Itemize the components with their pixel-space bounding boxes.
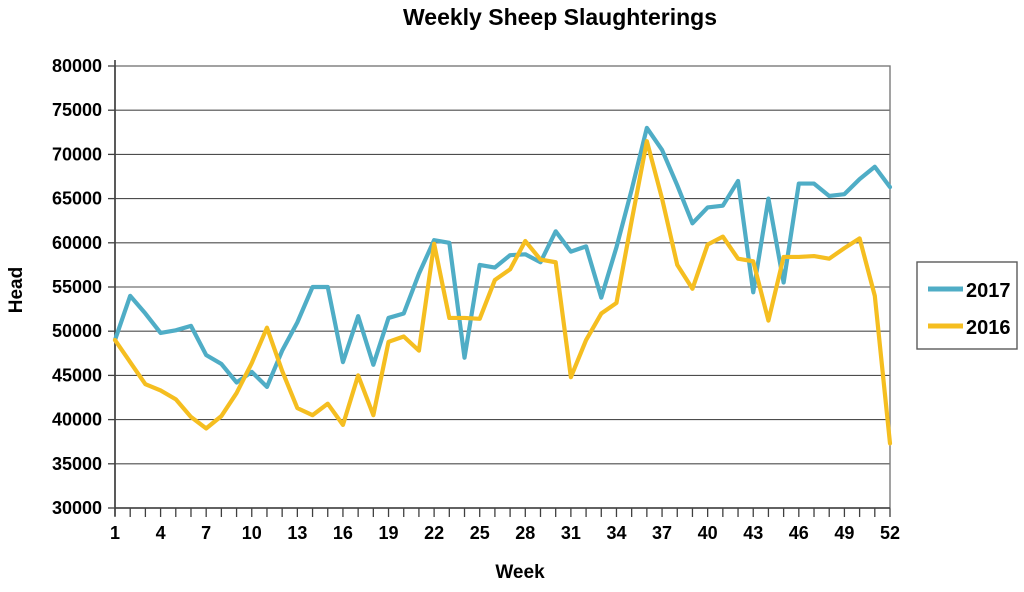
x-tick-label: 46 xyxy=(789,523,809,543)
y-tick-label: 55000 xyxy=(52,277,102,297)
x-tick-label: 4 xyxy=(156,523,166,543)
y-tick-label: 30000 xyxy=(52,498,102,518)
y-tick-label: 45000 xyxy=(52,365,102,385)
x-tick-label: 25 xyxy=(470,523,490,543)
legend-label-2017: 2017 xyxy=(966,280,1011,302)
y-tick-label: 35000 xyxy=(52,454,102,474)
x-tick-label: 40 xyxy=(698,523,718,543)
x-tick-label: 7 xyxy=(201,523,211,543)
y-axis-title: Head xyxy=(6,267,27,313)
y-tick-label: 65000 xyxy=(52,189,102,209)
x-tick-label: 52 xyxy=(880,523,900,543)
x-tick-label: 49 xyxy=(834,523,854,543)
y-tick-label: 70000 xyxy=(52,144,102,164)
x-tick-label: 34 xyxy=(606,523,626,543)
x-tick-label: 13 xyxy=(287,523,307,543)
x-tick-label: 16 xyxy=(333,523,353,543)
x-tick-label: 37 xyxy=(652,523,672,543)
x-axis-tick-labels: 1 4 7 10 13 16 19 22 25 28 31 34 37 40 43 46 49 52 xyxy=(110,523,900,543)
x-tick-label: 43 xyxy=(743,523,763,543)
legend-label-2016: 2016 xyxy=(966,317,1011,339)
y-tick-label: 40000 xyxy=(52,410,102,430)
data-series xyxy=(112,125,893,446)
x-tick-label: 22 xyxy=(424,523,444,543)
y-axis-tick-marks xyxy=(108,65,115,509)
y-tick-label: 50000 xyxy=(52,321,102,341)
x-axis-tick-marks xyxy=(114,508,891,517)
legend-border xyxy=(916,261,1018,350)
x-axis-title: Week xyxy=(495,562,545,583)
x-tick-label: 1 xyxy=(110,523,120,543)
y-tick-label: 75000 xyxy=(52,100,102,120)
x-tick-label: 28 xyxy=(515,523,535,543)
series-line-2016 xyxy=(112,139,893,446)
x-tick-label: 19 xyxy=(379,523,399,543)
y-tick-label: 60000 xyxy=(52,233,102,253)
chart-legend: 2017 2016 xyxy=(916,261,1018,350)
y-tick-label: 80000 xyxy=(52,56,102,76)
chart-title: Weekly Sheep Slaughterings xyxy=(403,4,717,30)
x-tick-label: 10 xyxy=(242,523,262,543)
x-tick-label: 31 xyxy=(561,523,581,543)
y-axis-tick-labels: 30000 35000 40000 45000 50000 55000 60000 65000… xyxy=(52,56,102,518)
